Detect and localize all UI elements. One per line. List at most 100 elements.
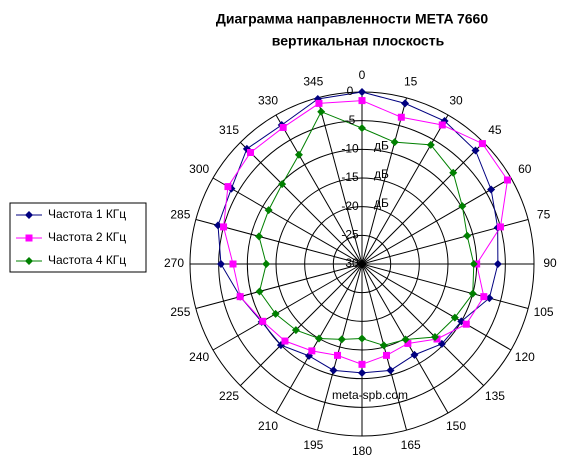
data-point <box>317 107 326 116</box>
data-point <box>493 260 502 268</box>
data-point <box>487 185 496 194</box>
unit-label: дБ <box>374 196 389 210</box>
data-point <box>386 366 395 375</box>
spoke <box>361 177 512 265</box>
data-point <box>264 206 273 215</box>
data-point <box>358 124 366 133</box>
r-tick-label: -30 <box>341 256 359 270</box>
data-point <box>463 231 472 240</box>
data-point <box>334 351 342 359</box>
spoke <box>195 263 363 309</box>
data-point <box>462 320 470 328</box>
r-tick-label: -25 <box>341 228 359 242</box>
angle-label: 90 <box>543 256 557 270</box>
data-point <box>308 347 316 355</box>
data-point <box>496 223 504 231</box>
data-point <box>503 176 511 184</box>
angle-label: 165 <box>401 438 421 452</box>
spoke <box>240 142 363 265</box>
angle-label: 285 <box>170 208 190 222</box>
data-point <box>450 313 459 322</box>
angle-label: 135 <box>485 389 505 403</box>
data-point <box>485 294 494 303</box>
spoke <box>361 263 484 386</box>
r-tick-label: -10 <box>341 142 359 156</box>
angle-label: 45 <box>488 123 502 137</box>
data-point <box>358 334 366 343</box>
spoke <box>361 114 449 265</box>
data-point <box>438 121 446 129</box>
spoke <box>317 263 363 431</box>
chart-title: Диаграмма направленности META 7660 <box>216 11 488 27</box>
data-point <box>433 335 441 343</box>
data-point <box>291 326 300 335</box>
angle-label: 345 <box>303 75 323 89</box>
unit-label: дБ <box>374 167 389 181</box>
data-point <box>262 260 271 268</box>
data-point <box>279 123 287 131</box>
r-tick-label: -15 <box>341 170 359 184</box>
data-point <box>315 334 323 343</box>
data-point <box>469 260 478 268</box>
data-point <box>329 366 338 375</box>
data-point <box>382 351 390 359</box>
data-point <box>224 183 232 191</box>
data-point <box>449 168 458 177</box>
data-point <box>315 99 323 107</box>
spoke <box>212 177 363 265</box>
spoke <box>361 97 407 265</box>
data-point <box>358 368 366 377</box>
angle-label: 180 <box>352 444 372 458</box>
angle-label: 255 <box>170 305 190 319</box>
angle-label: 105 <box>534 305 554 319</box>
angle-label: 120 <box>515 350 535 364</box>
r-tick-label: -5 <box>345 113 356 127</box>
spoke <box>361 263 512 351</box>
r-tick-label: 0 <box>347 84 354 98</box>
data-point <box>216 260 225 268</box>
angle-label: 0 <box>359 68 366 82</box>
data-point <box>358 97 366 105</box>
data-point <box>294 150 303 159</box>
spoke <box>212 263 363 351</box>
legend-label: Частота 2 КГц <box>48 230 126 244</box>
spoke <box>275 114 363 265</box>
data-point <box>401 335 410 344</box>
data-point <box>358 88 366 96</box>
angle-label: 150 <box>446 419 466 433</box>
data-point <box>229 260 237 268</box>
angle-label: 30 <box>449 93 463 107</box>
unit-label: дБ <box>374 139 389 153</box>
angle-label: 330 <box>258 93 278 107</box>
data-point <box>337 335 346 344</box>
data-point <box>247 149 255 157</box>
data-point <box>236 293 244 301</box>
spoke <box>317 97 363 265</box>
data-point <box>401 99 410 108</box>
legend-label: Частота 1 КГц <box>48 207 126 221</box>
data-point <box>471 146 480 155</box>
angle-label: 270 <box>164 256 184 270</box>
data-point <box>404 339 412 347</box>
angle-label: 210 <box>258 419 278 433</box>
data-point <box>271 309 280 318</box>
spoke <box>361 263 529 309</box>
data-point <box>478 140 486 148</box>
angle-label: 60 <box>518 162 532 176</box>
angle-label: 75 <box>537 208 551 222</box>
data-point <box>254 232 263 241</box>
data-point <box>410 350 419 359</box>
legend-marker <box>25 234 33 242</box>
angle-label: 240 <box>189 350 209 364</box>
legend-marker <box>25 211 33 219</box>
legend-marker <box>25 257 33 265</box>
angle-label: 15 <box>404 75 418 89</box>
data-point <box>255 287 264 296</box>
legend-label: Частота 4 КГц <box>48 253 126 267</box>
watermark: meta-spb.com <box>332 388 408 402</box>
data-point <box>259 317 267 325</box>
data-point <box>278 180 287 189</box>
angle-label: 225 <box>219 389 239 403</box>
